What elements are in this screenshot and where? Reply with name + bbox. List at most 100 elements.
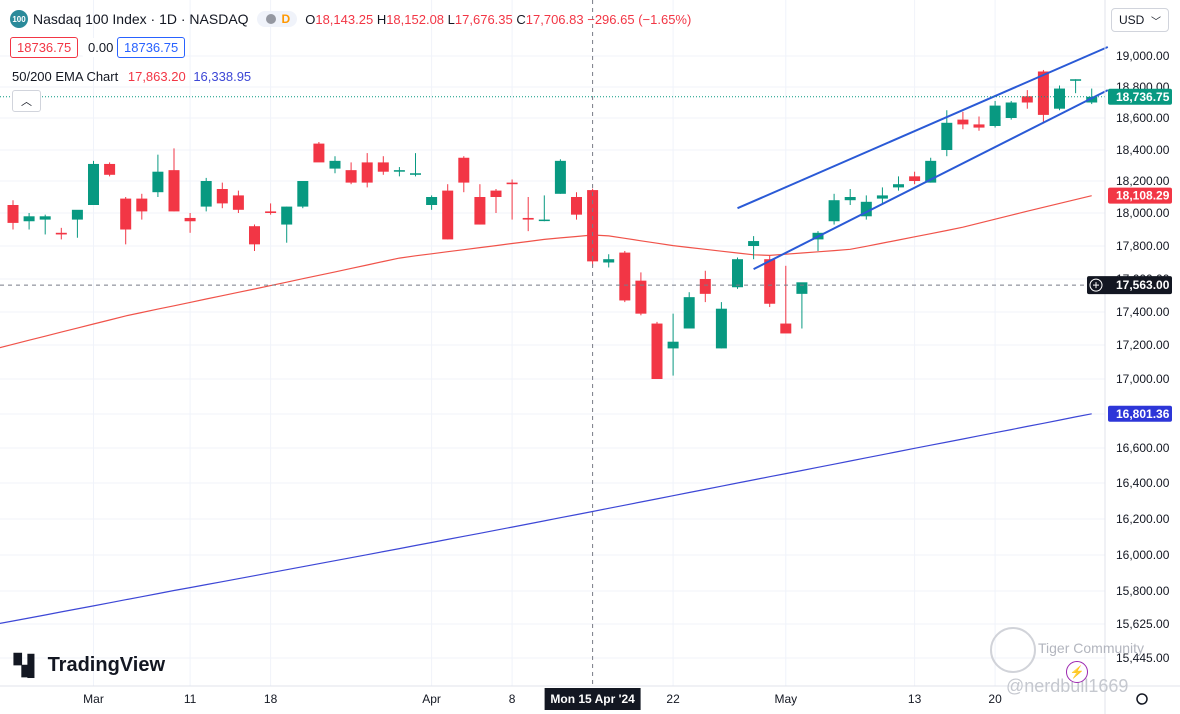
crosshair-layer — [0, 0, 1105, 686]
candle — [1021, 90, 1033, 109]
candle-body — [973, 124, 985, 128]
settings-gear-icon — [1136, 693, 1148, 705]
time-tick-label: 11 — [184, 692, 197, 706]
candle-body — [265, 211, 277, 213]
price-tick-label: 16,600.00 — [1116, 441, 1170, 455]
candle — [828, 193, 840, 225]
candle-body — [796, 282, 808, 294]
candle-body — [1054, 88, 1065, 109]
tiger-logo-icon — [990, 627, 1036, 673]
candle — [136, 193, 148, 220]
candle — [1054, 85, 1065, 111]
candle — [345, 162, 357, 185]
candle — [796, 282, 808, 329]
candle — [184, 213, 196, 233]
price-tick-label: 18,200.00 — [1116, 174, 1170, 188]
watermark-community: Tiger Community — [1038, 640, 1145, 656]
price-tick-label: 18,400.00 — [1116, 143, 1170, 157]
candle-body — [683, 297, 695, 329]
candle-body — [522, 217, 534, 220]
candle — [393, 167, 405, 177]
price-tick-label: 15,445.00 — [1116, 651, 1170, 665]
price-tag-label: 18,736.75 — [1116, 90, 1170, 104]
price-tick-label: 15,625.00 — [1116, 617, 1170, 631]
candle-body — [989, 105, 1001, 126]
price-tick-label: 17,200.00 — [1116, 338, 1170, 352]
ema200-value: 16,338.95 — [193, 69, 252, 84]
candle-body — [393, 170, 405, 172]
price-tag-ema200: 16,801.36 — [1108, 405, 1172, 422]
crosshair-price-tag: 17,563.00 — [1087, 276, 1172, 295]
price-tick-label: 18,000.00 — [1116, 206, 1170, 220]
crosshair-date-tag: Mon 15 Apr '24 — [544, 688, 641, 710]
collapse-legend-button[interactable]: ︿ — [12, 90, 41, 112]
price-tag-ema50: 18,108.29 — [1108, 187, 1172, 204]
candle — [844, 189, 856, 205]
crosshair-price-bg — [1087, 276, 1172, 295]
candle-body — [216, 189, 228, 204]
price-tick-label: 17,400.00 — [1116, 305, 1170, 319]
price-tick-label: 18,600.00 — [1116, 111, 1170, 125]
candle — [200, 177, 212, 212]
open-value: 18,143.25 — [315, 11, 374, 27]
time-tick-label: 22 — [666, 692, 680, 706]
candle-body — [554, 160, 566, 194]
buy-price-box[interactable]: 18736.75 — [117, 37, 186, 58]
candle-body — [715, 308, 727, 349]
candle-body — [571, 197, 582, 215]
candle-body — [925, 160, 937, 183]
channel-upper-line — [737, 46, 1109, 210]
candle — [715, 302, 727, 349]
candle-body — [152, 171, 164, 193]
currency-select[interactable]: USD ﹀ — [1111, 8, 1169, 32]
price-axis[interactable]: 19,000.0018,800.0018,600.0018,400.0018,2… — [1087, 0, 1172, 714]
candle — [522, 197, 534, 232]
tradingview-brand[interactable]: ▚▌ TradingView — [14, 653, 165, 678]
candle-body — [410, 173, 421, 175]
price-tick-label: 17,800.00 — [1116, 239, 1170, 253]
candle — [71, 209, 83, 238]
candle — [7, 200, 19, 230]
candle-body — [828, 200, 840, 222]
candle — [973, 116, 985, 131]
candle-body — [1070, 79, 1082, 81]
candle-body — [377, 162, 389, 172]
candle-body — [136, 198, 148, 212]
price-tag-bg — [1108, 88, 1172, 105]
candle — [281, 206, 293, 243]
candle — [651, 321, 663, 379]
ema-legend[interactable]: 50/200 EMA Chart 17,863.20 16,338.95 — [12, 69, 251, 84]
ohlc-readout: O18,143.25 H18,152.08 L17,676.35 C17,706… — [305, 11, 692, 27]
symbol-title[interactable]: Nasdaq 100 Index · 1D · NASDAQ — [33, 11, 249, 27]
flash-icon[interactable]: ⚡ — [1066, 661, 1088, 683]
candle-body — [860, 201, 872, 217]
time-axis[interactable]: Mar 11 18 Apr 8 22 May 13 20 Mon 15 Apr '24 — [0, 685, 1180, 710]
crosshair-date-bg — [544, 688, 641, 710]
candle — [88, 160, 99, 205]
candle-body — [88, 163, 99, 205]
candle — [168, 148, 180, 212]
candle-body — [184, 217, 196, 222]
candle — [410, 153, 421, 177]
candle — [1070, 79, 1082, 94]
high-value: 18,152.08 — [386, 11, 445, 27]
candle — [732, 257, 743, 289]
candle — [329, 156, 341, 174]
candle-body — [232, 195, 244, 210]
sell-price-box[interactable]: 18736.75 — [10, 37, 79, 58]
time-tick-label: 8 — [509, 692, 516, 706]
data-status-badge[interactable]: D — [256, 11, 298, 27]
ema50-line — [0, 195, 1092, 349]
candle-body — [1086, 96, 1098, 103]
time-tick-label: 20 — [988, 692, 1002, 706]
candle-body — [635, 280, 647, 314]
candle-body — [442, 190, 454, 240]
candle — [474, 184, 486, 225]
candle — [458, 156, 470, 193]
candle — [377, 156, 389, 175]
candle-body — [732, 259, 743, 288]
candle — [442, 184, 454, 240]
price-tag-label: 18,108.29 — [1116, 189, 1170, 203]
candle — [39, 214, 51, 235]
